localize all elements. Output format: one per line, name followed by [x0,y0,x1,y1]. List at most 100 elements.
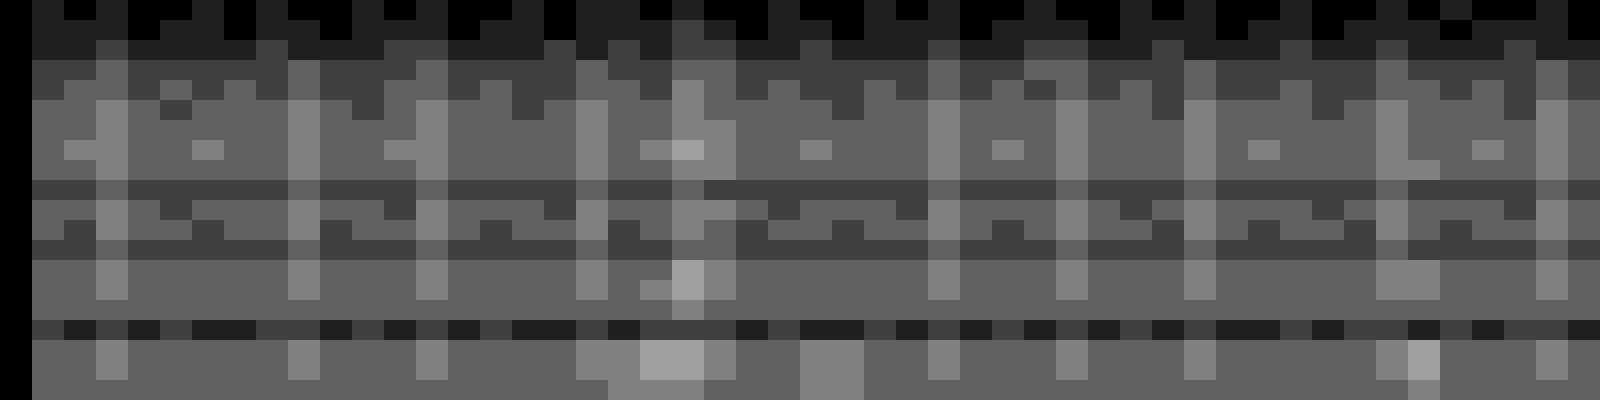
heat-cell [32,260,65,281]
heat-cell [96,140,129,161]
heat-cell [640,20,673,41]
heat-cell [1248,380,1281,400]
heat-cell [1312,160,1345,181]
heat-cell [1088,140,1121,161]
heat-cell [1440,280,1473,301]
heat-cell [128,300,161,321]
heat-cell [1504,80,1537,101]
heat-cell [640,360,673,381]
heat-cell [1184,280,1217,301]
heat-cell [352,80,385,101]
heat-cell [928,40,961,61]
heat-cell [288,220,321,241]
heat-cell [1440,80,1473,101]
heat-cell [192,20,225,41]
heat-cell [160,300,193,321]
heat-cell [1568,220,1600,241]
heat-cell [1280,300,1313,321]
heat-cell [608,180,641,201]
heat-cell [32,60,65,81]
heat-cell [1376,40,1409,61]
heat-cell [1472,300,1505,321]
heat-cell [1024,300,1057,321]
heat-cell [1376,100,1409,121]
heat-cell [288,360,321,381]
heat-cell [672,200,705,221]
heat-cell [448,140,481,161]
heat-cell [448,180,481,201]
heat-cell [480,60,513,81]
heat-cell [1568,360,1600,381]
heat-cell [1248,40,1281,61]
heat-cell [864,360,897,381]
heat-cell [96,120,129,141]
heat-cell [96,200,129,221]
heat-cell [1184,20,1217,41]
heat-cell [1504,200,1537,221]
heat-cell [512,220,545,241]
heat-cell [320,80,353,101]
heat-cell [1408,200,1441,221]
heat-cell [128,360,161,381]
heat-cell [288,340,321,361]
heat-cell [928,120,961,141]
heat-cell [128,80,161,101]
heat-cell [864,100,897,121]
heat-cell [448,360,481,381]
heat-cell [544,220,577,241]
heat-cell [1184,40,1217,61]
heat-cell [192,0,225,21]
heat-cell [160,60,193,81]
heat-cell [224,380,257,400]
heat-cell [928,320,961,341]
heat-cell [800,380,833,400]
heat-cell [256,220,289,241]
heat-cell [704,20,737,41]
heat-cell [64,80,97,101]
heat-cell [416,280,449,301]
heat-cell [576,140,609,161]
heat-cell [960,360,993,381]
heat-cell [1472,200,1505,221]
heat-cell [96,100,129,121]
heat-cell [288,320,321,341]
heat-cell [32,180,65,201]
heat-cell [832,60,865,81]
heat-cell [1408,180,1441,201]
heat-cell [480,200,513,221]
heat-cell [1120,80,1153,101]
heat-cell [576,180,609,201]
heat-cell [608,140,641,161]
heat-cell [320,320,353,341]
heat-cell [1248,240,1281,261]
heat-cell [640,40,673,61]
heat-cell [736,120,769,141]
heat-cell [960,300,993,321]
heat-cell [32,40,65,61]
heat-cell [352,180,385,201]
heat-cell [1440,300,1473,321]
heat-cell [1472,100,1505,121]
heat-cell [1088,120,1121,141]
heat-cell [864,20,897,41]
heat-cell [1056,0,1089,21]
heat-cell [64,120,97,141]
heat-cell [448,260,481,281]
heat-cell [416,40,449,61]
heat-cell [672,80,705,101]
heat-cell [1312,0,1345,21]
heat-cell [1216,100,1249,121]
heat-cell [928,240,961,261]
heat-cell [768,0,801,21]
cells [0,0,1600,400]
heat-cell [928,20,961,41]
heat-cell [416,240,449,261]
heat-cell [480,80,513,101]
heat-cell [416,180,449,201]
heat-cell [256,160,289,181]
heat-cell [640,220,673,241]
heat-cell [1248,100,1281,121]
heat-cell [1152,340,1185,361]
heat-cell [832,140,865,161]
heat-cell [288,380,321,400]
